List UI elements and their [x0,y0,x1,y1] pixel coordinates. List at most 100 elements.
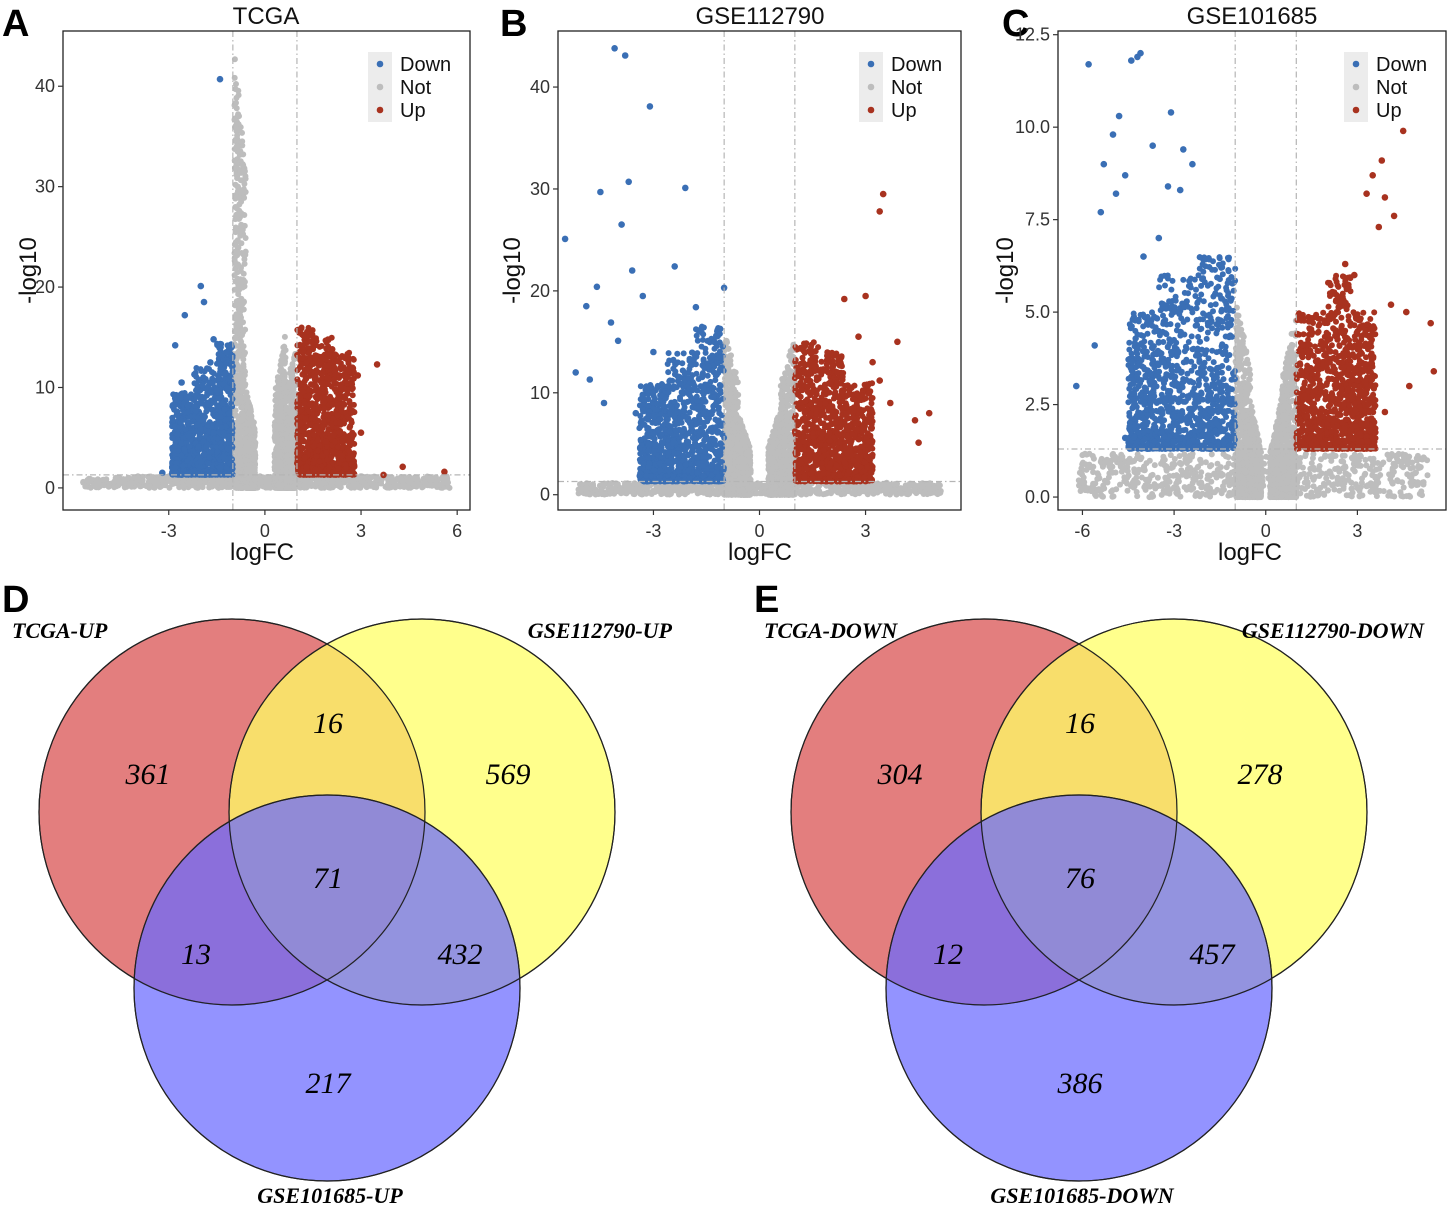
point-up [354,372,362,379]
legend-dot-up [376,106,384,114]
point-up [328,346,336,353]
point-down [593,283,601,291]
venn-label-c: GSE101685-UP [257,1183,403,1208]
point-up [344,354,352,361]
venn-count-bc: 457 [1190,938,1237,971]
point-up [809,348,816,356]
volcano-panel-c: C GSE101685 -6 -3 0 3 0.0 2.5 5.0 7.5 10.0 12.5 logF… [992,3,1447,566]
point-up [1387,301,1395,309]
point-down [628,267,636,274]
point-down [207,359,214,366]
venn-count-a: 304 [877,758,923,791]
venn-count-c: 217 [306,1067,353,1100]
venn-count-abc: 76 [1065,862,1095,895]
venn-count-ac: 12 [933,938,963,971]
point-down [184,402,192,409]
down-points [636,323,728,485]
point-down [682,184,689,192]
plot-frame [1057,30,1447,511]
panel-letter-e: E [754,579,779,621]
point-down [1091,342,1098,349]
point-down [197,458,205,466]
point-up [1341,260,1349,268]
y-tick-label: 0 [45,478,55,498]
point-down [223,349,230,356]
y-tick-label: 10 [35,377,55,397]
point-down [181,311,189,319]
point-down [191,371,198,378]
down-points [169,340,236,478]
legend-dot-not [867,83,875,91]
point-up [319,380,326,387]
venn-label-a: TCGA-UP [12,618,108,643]
point-down [210,336,217,343]
x-tick-label: -3 [645,521,661,541]
point-up [1366,408,1373,416]
point-up [348,409,355,416]
x-tick-label: 0 [1261,521,1271,541]
x-tick-label: 0 [754,521,764,541]
y-tick-label: 10 [530,383,550,403]
venn-set-c [133,794,521,1182]
panel-letter-c: C [1002,3,1029,45]
x-tick-label: 3 [1352,521,1362,541]
legend-label-not: Not [400,77,432,99]
not-significant-points [80,56,453,491]
point-down [621,52,629,59]
point-down [650,348,657,356]
venn-label-c: GSE101685-DOWN [990,1183,1174,1208]
point-down [639,292,647,300]
point-up [915,439,922,447]
point-up [855,333,862,341]
point-down [203,442,211,450]
legend-dot-not [1352,83,1360,91]
point-down [171,342,179,349]
point-up [887,399,894,407]
point-down [1085,61,1092,68]
panel-title: GSE101685 [1187,3,1318,30]
point-up [848,384,855,392]
point-down [197,282,205,290]
legend-dot-down [1352,60,1360,68]
point-down [1149,142,1156,149]
y-tick-label: 5.0 [1025,302,1050,322]
point-up [303,463,310,471]
point-down [1112,190,1120,197]
point-up [300,332,307,339]
point-up [441,468,448,476]
x-axis-label: logFC [230,539,294,566]
down-points [1125,254,1239,452]
x-tick-label: -3 [161,521,177,541]
y-axis-label: -log10 [499,237,526,304]
point-up [1427,319,1434,327]
point-down [178,379,185,386]
panel-letter-a: A [2,3,29,45]
y-axis-label: -log10 [15,237,42,304]
point-down [561,235,569,243]
volcano-panel-b: B GSE112790-3 0 3010203040logFC-log10DownNo… [499,3,962,566]
point-up [1329,290,1337,297]
point-up [862,292,869,300]
panel-title: GSE112790 [696,3,825,30]
point-up [1381,408,1389,416]
point-up [1399,127,1407,135]
panel-letter-d: D [2,579,29,621]
panel-title: TCGA [233,3,300,30]
point-up [876,377,883,384]
point-down [618,221,625,228]
point-up [894,338,901,346]
x-tick-label: 3 [861,521,871,541]
point-up [1406,382,1413,390]
legend-label-not: Not [891,77,923,99]
point-up [1363,190,1370,197]
point-down [1109,131,1117,138]
legend-dot-up [867,106,875,114]
point-up [876,208,883,215]
point-up [1378,157,1386,164]
point-up [1369,172,1376,179]
legend-label-up: Up [891,100,917,122]
